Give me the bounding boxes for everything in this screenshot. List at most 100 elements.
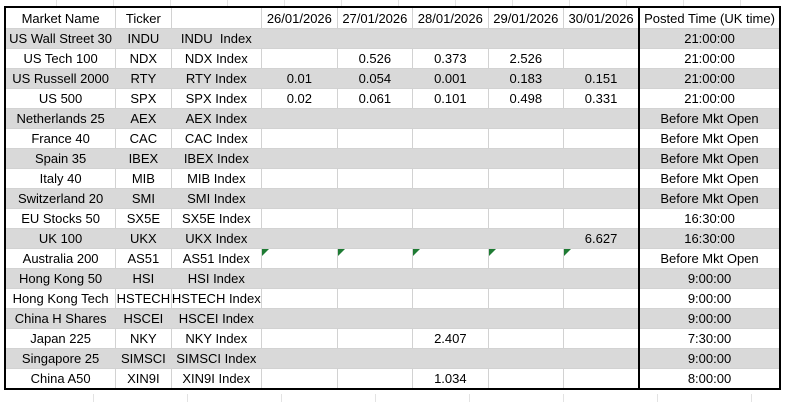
ticker-cell[interactable]: AEX [115,108,172,129]
ticker-cell[interactable]: SIMSCI [115,348,172,369]
value-cell[interactable] [563,148,640,169]
value-cell[interactable] [412,128,489,149]
header-posted-time[interactable]: Posted Time (UK time) [638,6,781,29]
market-name-cell[interactable]: US 500 [4,88,117,109]
posted-time-cell[interactable]: 21:00:00 [638,88,781,109]
index-name-cell[interactable]: SX5E Index [170,208,263,229]
ticker-cell[interactable]: SMI [115,188,172,209]
market-name-cell[interactable]: Japan 225 [4,328,117,349]
ticker-cell[interactable]: NKY [115,328,172,349]
posted-time-cell[interactable]: 9:00:00 [638,348,781,369]
value-cell[interactable] [487,348,565,369]
value-cell[interactable]: 0.054 [336,68,414,89]
index-name-cell[interactable]: INDU Index [170,28,263,49]
market-name-cell[interactable]: Netherlands 25 [4,108,117,129]
market-name-cell[interactable]: UK 100 [4,228,117,249]
value-cell[interactable]: 0.01 [261,68,338,89]
index-name-cell[interactable]: XIN9I Index [170,368,263,390]
value-cell[interactable]: 1.034 [412,368,489,390]
value-cell[interactable] [563,328,640,349]
value-cell[interactable]: 0.061 [336,88,414,109]
value-cell[interactable] [261,348,338,369]
value-cell[interactable] [487,128,565,149]
value-cell[interactable] [261,208,338,229]
header-date-1[interactable]: 26/01/2026 [261,6,338,29]
value-cell[interactable] [261,128,338,149]
value-cell[interactable] [261,168,338,189]
value-cell[interactable] [487,248,565,269]
value-cell[interactable]: 2.407 [412,328,489,349]
posted-time-cell[interactable]: 16:30:00 [638,228,781,249]
market-name-cell[interactable]: France 40 [4,128,117,149]
value-cell[interactable]: 0.151 [563,68,640,89]
posted-time-cell[interactable]: 9:00:00 [638,268,781,289]
posted-time-cell[interactable]: 21:00:00 [638,68,781,89]
value-cell[interactable] [336,288,414,309]
value-cell[interactable] [412,288,489,309]
value-cell[interactable] [261,228,338,249]
ticker-cell[interactable]: CAC [115,128,172,149]
market-name-cell[interactable]: Singapore 25 [4,348,117,369]
value-cell[interactable] [487,368,565,390]
ticker-cell[interactable]: MIB [115,168,172,189]
value-cell[interactable] [336,168,414,189]
market-name-cell[interactable]: Australia 200 [4,248,117,269]
value-cell[interactable] [487,288,565,309]
index-name-cell[interactable]: NDX Index [170,48,263,69]
value-cell[interactable] [487,328,565,349]
ticker-cell[interactable]: RTY [115,68,172,89]
posted-time-cell[interactable]: 8:00:00 [638,368,781,390]
value-cell[interactable]: 0.498 [487,88,565,109]
value-cell[interactable] [261,148,338,169]
value-cell[interactable] [336,348,414,369]
header-index-name[interactable] [170,6,263,29]
value-cell[interactable] [487,108,565,129]
value-cell[interactable] [487,168,565,189]
value-cell[interactable] [336,108,414,129]
value-cell[interactable] [261,308,338,329]
posted-time-cell[interactable]: 7:30:00 [638,328,781,349]
ticker-cell[interactable]: NDX [115,48,172,69]
value-cell[interactable]: 0.331 [563,88,640,109]
value-cell[interactable] [261,28,338,49]
posted-time-cell[interactable]: 9:00:00 [638,288,781,309]
value-cell[interactable] [336,28,414,49]
value-cell[interactable]: 0.183 [487,68,565,89]
value-cell[interactable]: 0.373 [412,48,489,69]
index-name-cell[interactable]: AEX Index [170,108,263,129]
value-cell[interactable] [563,48,640,69]
market-name-cell[interactable]: EU Stocks 50 [4,208,117,229]
value-cell[interactable] [412,208,489,229]
value-cell[interactable] [336,208,414,229]
value-cell[interactable] [412,28,489,49]
market-name-cell[interactable]: US Wall Street 30 [4,28,117,49]
value-cell[interactable] [336,228,414,249]
value-cell[interactable] [412,168,489,189]
ticker-cell[interactable]: UKX [115,228,172,249]
ticker-cell[interactable]: AS51 [115,248,172,269]
value-cell[interactable] [563,28,640,49]
market-name-cell[interactable]: Italy 40 [4,168,117,189]
value-cell[interactable] [412,188,489,209]
header-ticker[interactable]: Ticker [115,6,172,29]
value-cell[interactable] [563,348,640,369]
value-cell[interactable] [487,148,565,169]
value-cell[interactable] [563,368,640,390]
value-cell[interactable] [261,248,338,269]
market-name-cell[interactable]: US Russell 2000 [4,68,117,89]
index-name-cell[interactable]: SMI Index [170,188,263,209]
value-cell[interactable] [412,348,489,369]
value-cell[interactable] [412,108,489,129]
market-name-cell[interactable]: China H Shares [4,308,117,329]
value-cell[interactable] [487,28,565,49]
value-cell[interactable] [336,128,414,149]
value-cell[interactable] [261,328,338,349]
value-cell[interactable] [563,248,640,269]
index-name-cell[interactable]: NKY Index [170,328,263,349]
value-cell[interactable] [412,228,489,249]
value-cell[interactable] [336,188,414,209]
market-name-cell[interactable]: Switzerland 20 [4,188,117,209]
value-cell[interactable] [412,148,489,169]
value-cell[interactable]: 6.627 [563,228,640,249]
value-cell[interactable] [336,268,414,289]
